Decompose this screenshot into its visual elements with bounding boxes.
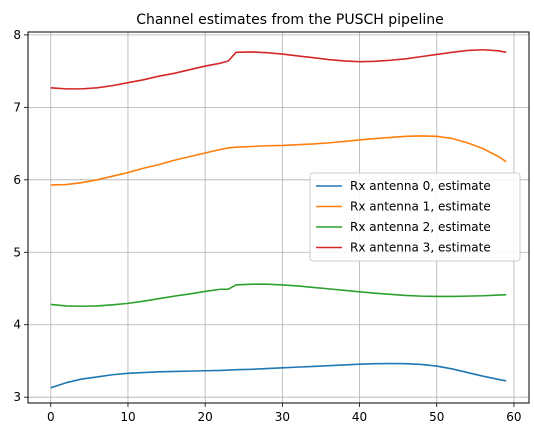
y-tick-label: 6 xyxy=(13,173,21,187)
axis-ticks: 0 10 20 30 40 50 60 3 4 5 6 7 8 xyxy=(13,28,521,424)
x-tick-label: 0 xyxy=(47,410,55,424)
x-tick-label: 50 xyxy=(429,410,444,424)
series-line-antenna-3 xyxy=(50,48,507,90)
legend: Rx antenna 0, estimate Rx antenna 1, esti… xyxy=(309,172,521,262)
x-tick-label: 60 xyxy=(506,410,521,424)
plot-frame xyxy=(27,31,530,404)
legend-label: Rx antenna 3, estimate xyxy=(350,241,491,255)
series-line-antenna-1 xyxy=(50,135,507,186)
series-line-antenna-0 xyxy=(50,362,507,389)
y-tick-label: 3 xyxy=(13,390,21,404)
x-tick-label: 30 xyxy=(275,410,290,424)
chart-title: Channel estimates from the PUSCH pipelin… xyxy=(136,12,444,28)
y-tick-label: 8 xyxy=(13,28,21,42)
x-tick-label: 10 xyxy=(120,410,135,424)
legend-label: Rx antenna 1, estimate xyxy=(350,200,491,214)
y-tick-label: 5 xyxy=(13,245,21,259)
x-tick-label: 20 xyxy=(198,410,213,424)
legend-label: Rx antenna 2, estimate xyxy=(350,220,491,234)
series-line-antenna-2 xyxy=(50,283,507,308)
x-tick-label: 40 xyxy=(352,410,367,424)
y-tick-label: 4 xyxy=(13,318,21,332)
legend-label: Rx antenna 0, estimate xyxy=(350,179,491,193)
y-tick-label: 7 xyxy=(13,100,21,114)
series-lines xyxy=(50,48,507,389)
legend-box xyxy=(309,172,521,262)
